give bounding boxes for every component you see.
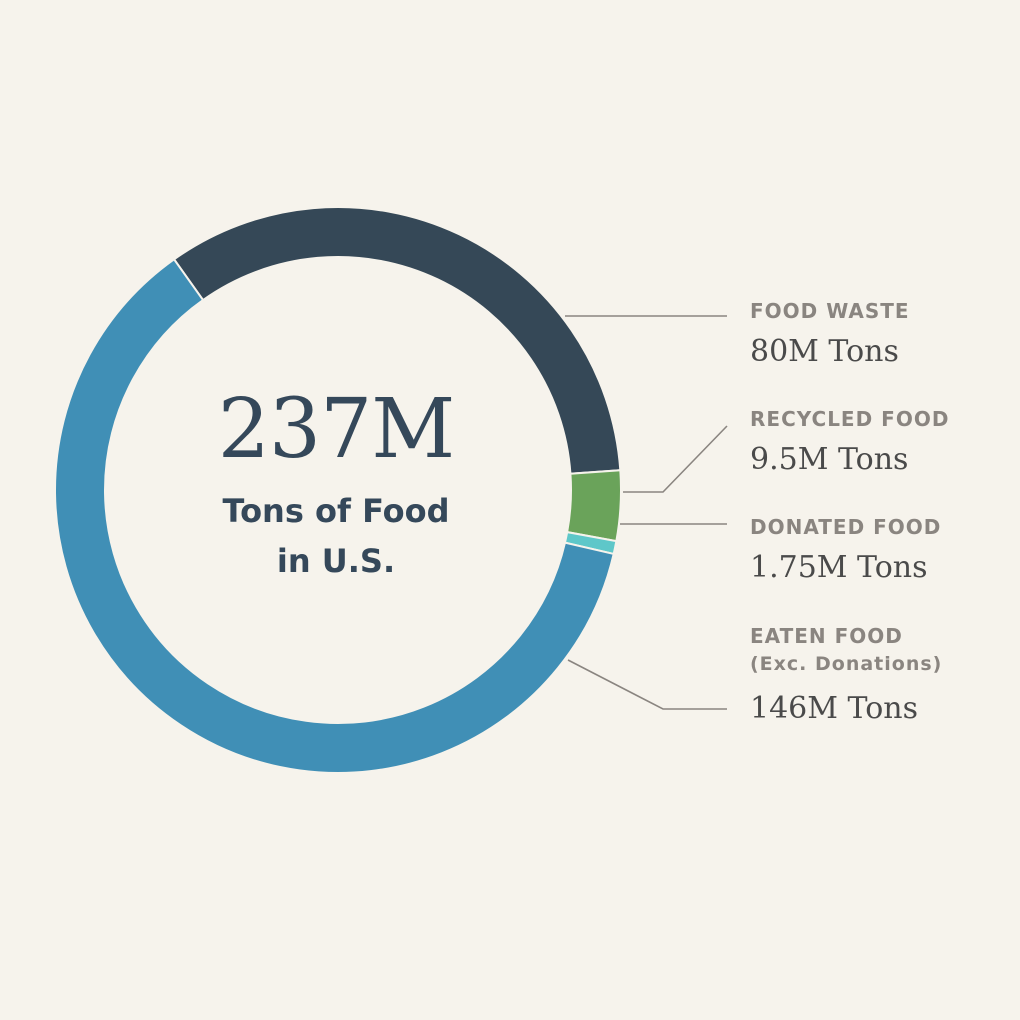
label-donated-food-title: DONATED FOOD [750,515,942,539]
donut-slice-recycled-food [566,469,622,543]
total-caption: Tons of Food in U.S. [136,486,536,586]
total-caption-line2: in U.S. [276,542,396,580]
leader-lines [565,315,728,710]
label-food-waste-title: FOOD WASTE [750,299,910,323]
total-value: 237M [217,382,455,477]
label-eaten-food-title: EATEN FOOD [750,624,903,648]
donut-slice-eaten-food [54,257,615,774]
donut-slices [54,206,622,774]
label-food-waste-value: 80M Tons [750,334,899,369]
label-recycled-food-title: RECYCLED FOOD [750,407,950,431]
label-recycled-food-value: 9.5M Tons [750,442,909,477]
label-eaten-food-value: 146M Tons [750,691,918,726]
label-eaten-food-subtitle: (Exc. Donations) [750,653,943,675]
total-caption-line1: Tons of Food [222,492,450,530]
label-donated-food-value: 1.75M Tons [750,550,928,585]
leader-line-eaten-food [567,659,727,710]
leader-line-recycled-food [623,425,728,493]
